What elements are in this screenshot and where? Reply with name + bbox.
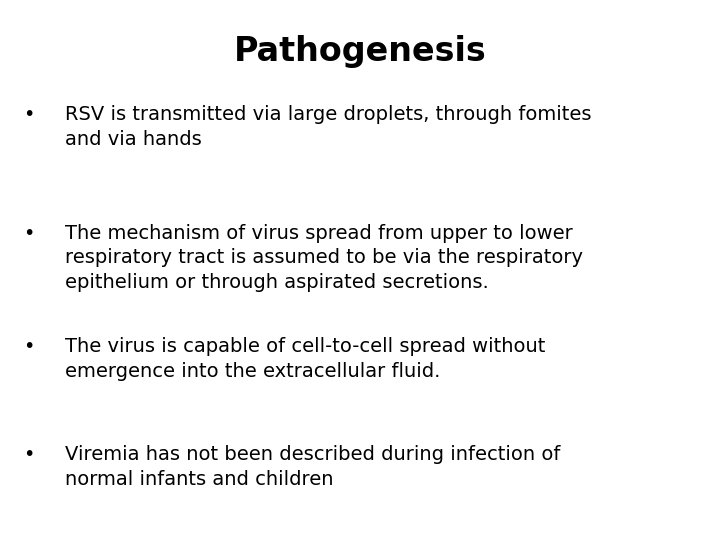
Text: •: • — [23, 105, 35, 124]
Text: RSV is transmitted via large droplets, through fomites
and via hands: RSV is transmitted via large droplets, t… — [65, 105, 591, 148]
Text: •: • — [23, 338, 35, 356]
Text: Pathogenesis: Pathogenesis — [233, 35, 487, 68]
Text: The mechanism of virus spread from upper to lower
respiratory tract is assumed t: The mechanism of virus spread from upper… — [65, 224, 582, 292]
Text: •: • — [23, 224, 35, 243]
Text: •: • — [23, 446, 35, 464]
Text: Viremia has not been described during infection of
normal infants and children: Viremia has not been described during in… — [65, 446, 560, 489]
Text: The virus is capable of cell-to-cell spread without
emergence into the extracell: The virus is capable of cell-to-cell spr… — [65, 338, 545, 381]
